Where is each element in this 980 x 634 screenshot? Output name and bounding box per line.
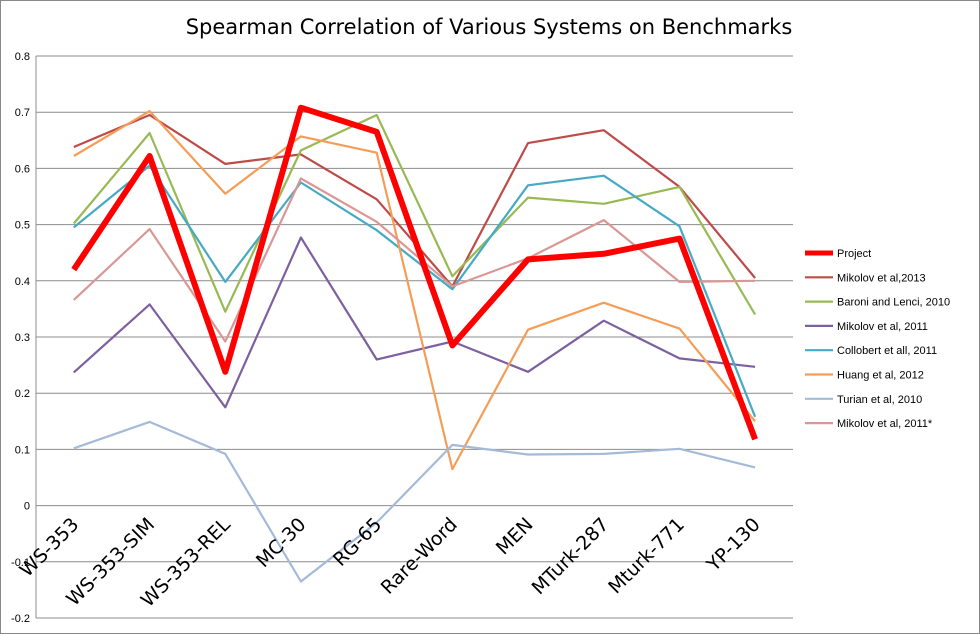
- y-tick-label: -0.1: [11, 557, 30, 569]
- y-tick-label: 0.2: [15, 388, 30, 400]
- legend-label: Project: [837, 248, 871, 260]
- y-tick-label: 0.6: [15, 163, 30, 175]
- series-line: [73, 109, 756, 471]
- legend: Project Mikolov et al,2013 Baroni and Lenc…: [805, 248, 950, 430]
- legend-label: Huang et al, 2012: [837, 370, 924, 382]
- series-line: [73, 164, 757, 418]
- series-lines: [71, 104, 758, 583]
- legend-label: Collobert et all, 2011: [837, 345, 937, 357]
- series-line: [73, 236, 756, 409]
- y-tick-label: 0.7: [15, 107, 30, 119]
- chart-title: Spearman Correlation of Various Systems …: [186, 15, 793, 39]
- series-line: [73, 177, 756, 343]
- legend-label: Mikolov et al, 2011: [837, 321, 928, 333]
- legend-label: Mikolov et al, 2011*: [837, 418, 933, 430]
- series-line: [73, 420, 756, 583]
- y-tick-label: 0.5: [15, 220, 30, 232]
- y-tick-label: -0.2: [11, 613, 30, 625]
- y-tick-label: 0.3: [15, 332, 30, 344]
- legend-label: Baroni and Lenci, 2010: [837, 297, 950, 309]
- y-tick-label: 0.1: [15, 444, 30, 456]
- gridlines: [35, 55, 793, 619]
- legend-label: Turian et al, 2010: [837, 394, 922, 406]
- series-line: [71, 104, 758, 441]
- y-axis-ticks: -0.2 -0.1 0 0.1 0.2 0.3 0.4 0.5 0.6 0.7 0.8: [11, 51, 30, 625]
- y-tick-label: 0.8: [15, 51, 30, 63]
- legend-label: Mikolov et al,2013: [837, 272, 926, 284]
- y-tick-label: 0.4: [15, 276, 30, 288]
- y-tick-label: 0: [24, 501, 30, 513]
